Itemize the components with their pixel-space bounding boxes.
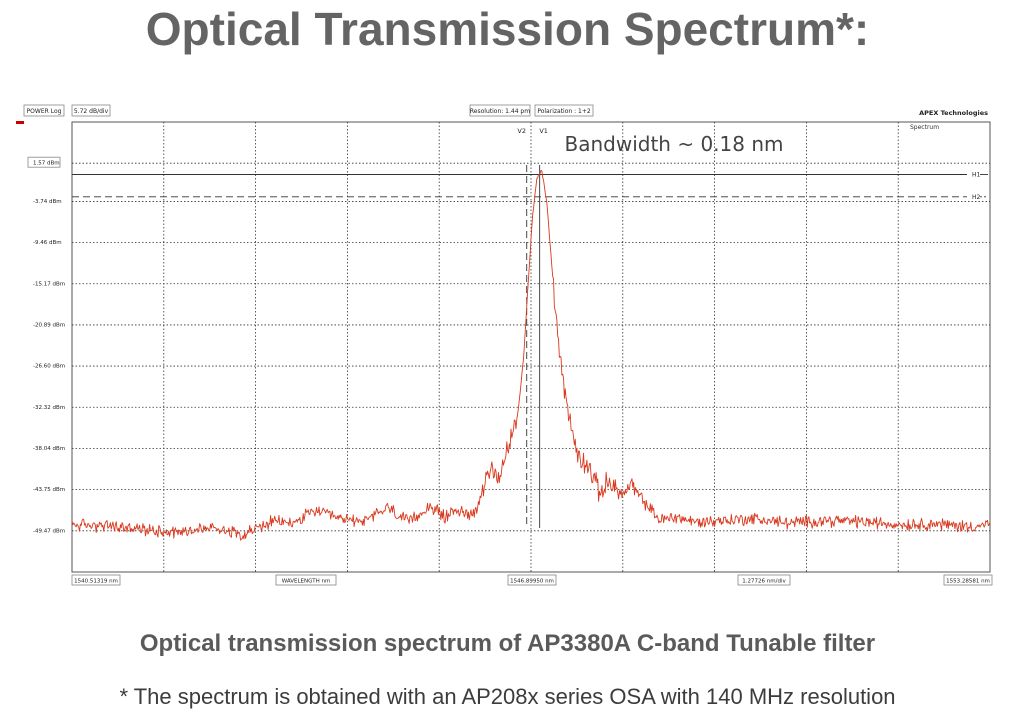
status-box-x-axis[interactable]: WAVELENGTH nm xyxy=(275,574,337,586)
y-tick-label: -15.17 dBm xyxy=(33,281,65,287)
bandwidth-annotation: Bandwidth ~ 0.18 nm xyxy=(565,132,784,156)
status-box-resolution[interactable]: Resolution: 1.44 pm xyxy=(469,104,531,117)
trace-marker-icon xyxy=(16,121,24,124)
footnote: * The spectrum is obtained with an AP208… xyxy=(119,684,896,709)
marker-label-h1: H1 xyxy=(972,172,981,179)
marker-label-v1: V1 xyxy=(539,127,548,135)
y-reference-box[interactable] xyxy=(27,156,61,168)
status-box-x-span[interactable]: 1.27726 nm/div xyxy=(737,574,791,586)
polarization-label: Polarization : 1+2 xyxy=(537,108,591,115)
status-box-x-end[interactable]: 1553.28581 nm xyxy=(943,574,993,586)
marker-label-v2: V2 xyxy=(517,127,526,135)
y-tick-label: -9.46 dBm xyxy=(33,240,62,246)
marker-label-h2: H2 xyxy=(972,194,981,201)
status-box-scale[interactable]: 5.72 dB/div xyxy=(71,104,111,117)
osa-screen: POWER Log 5.72 dB/div Resolution: 1.44 p… xyxy=(16,104,993,586)
y-tick-label: -32.32 dBm xyxy=(33,405,65,411)
scale-label: 5.72 dB/div xyxy=(74,108,109,115)
status-box-power[interactable]: POWER Log xyxy=(23,104,65,117)
figure-caption: Optical transmission spectrum of AP3380A… xyxy=(139,630,876,657)
y-tick-label: -3.74 dBm xyxy=(33,199,62,205)
resolution-label: Resolution: 1.44 pm xyxy=(470,108,530,115)
page-title: Optical Transmission Spectrum*: xyxy=(145,3,870,55)
x-start-label: 1540.51319 nm xyxy=(74,579,118,585)
status-box-polarization[interactable]: Polarization : 1+2 xyxy=(534,104,594,117)
y-tick-label: -20.89 dBm xyxy=(33,322,65,328)
trace-layer xyxy=(71,169,991,541)
y-tick-label: -38.04 dBm xyxy=(33,446,65,452)
y-tick-label: -43.75 dBm xyxy=(33,487,65,493)
x-axis-label: WAVELENGTH nm xyxy=(282,579,331,585)
grid xyxy=(72,122,990,572)
y-tick-label: 1.57 dBm xyxy=(33,161,60,167)
status-box-x-start[interactable]: 1540.51319 nm xyxy=(71,574,121,586)
x-end-label: 1553.28581 nm xyxy=(946,579,990,585)
y-tick-label: -26.60 dBm xyxy=(33,364,65,370)
status-box-x-center[interactable]: 1546.89950 nm xyxy=(507,574,557,586)
x-span-label: 1.27726 nm/div xyxy=(742,579,786,585)
x-center-label: 1546.89950 nm xyxy=(510,579,554,585)
y-tick-label: -49.47 dBm xyxy=(33,528,65,534)
brand-label: APEX Technologies xyxy=(919,109,988,117)
mode-label: Spectrum xyxy=(910,124,939,131)
power-mode-label: POWER Log xyxy=(27,108,62,115)
spectrum-trace xyxy=(71,169,991,541)
markers: H1 H2 V2 V1 xyxy=(72,127,988,528)
y-tick-labels: 1.57 dBm -3.74 dBm -9.46 dBm -15.17 dBm -20.… xyxy=(27,156,65,534)
